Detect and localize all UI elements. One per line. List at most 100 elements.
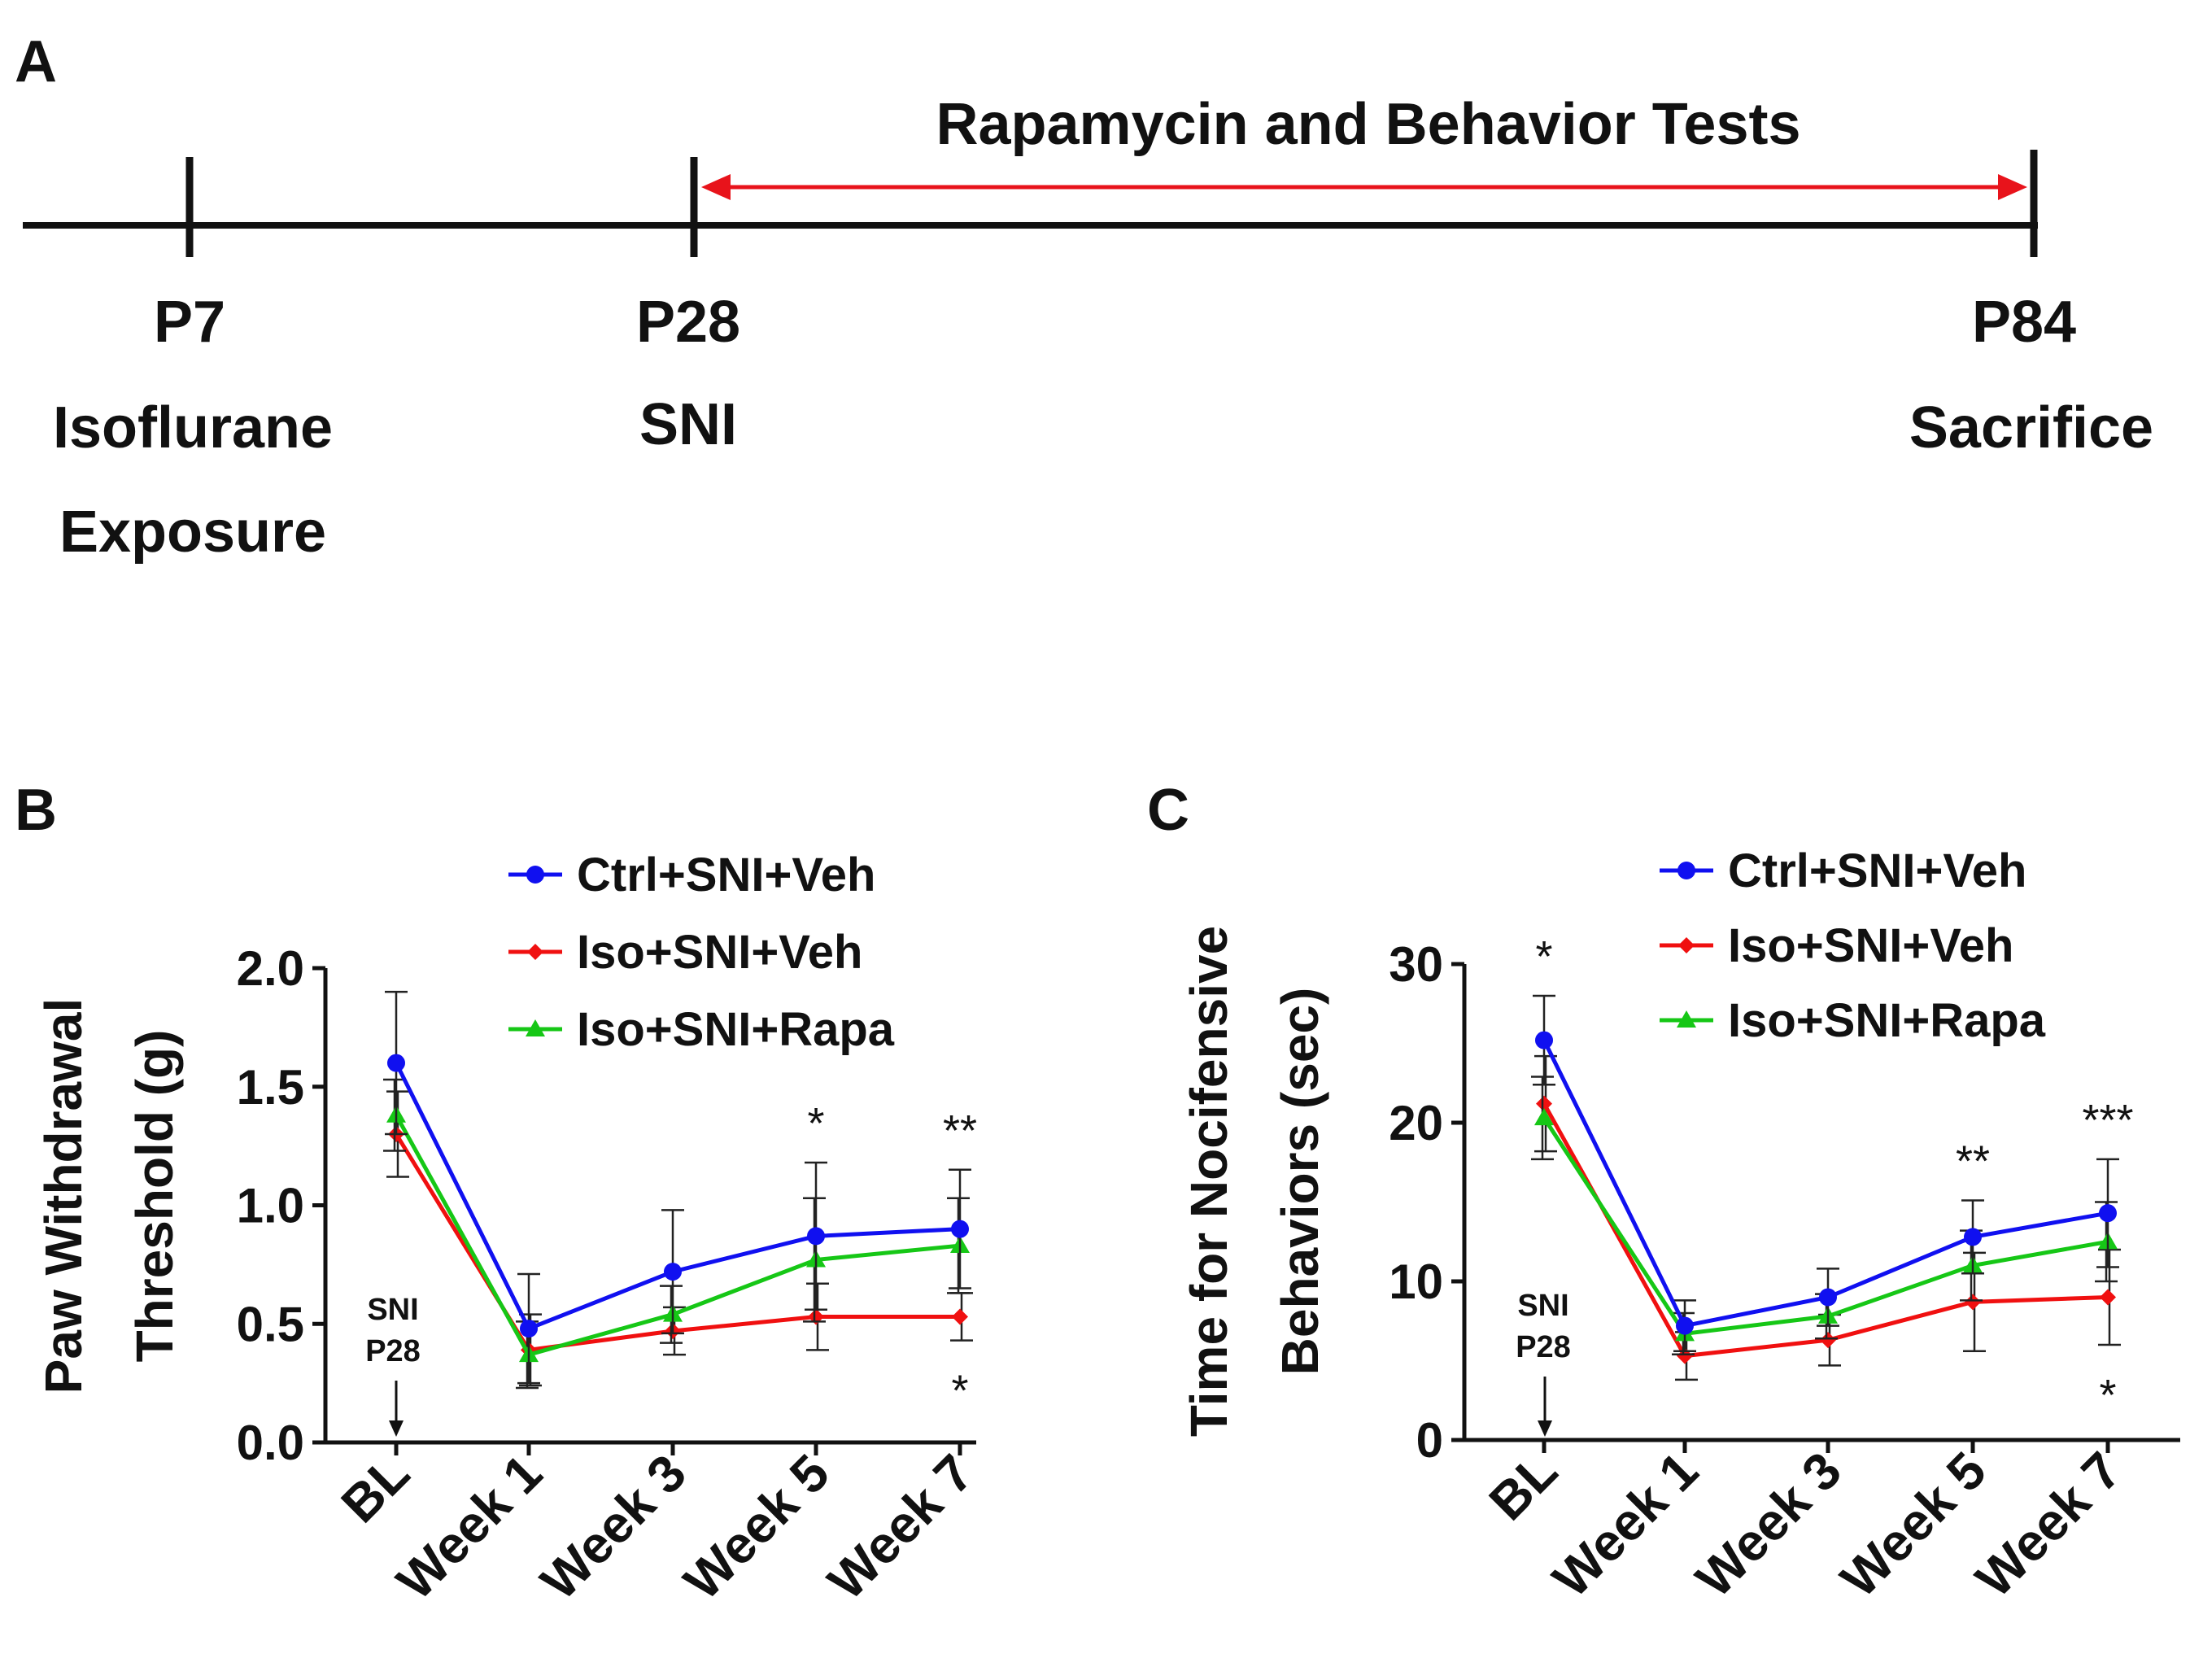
x-tick-label: Week 5 (673, 1443, 840, 1611)
data-point (1964, 1228, 1982, 1246)
legend-marker (1677, 862, 1695, 879)
data-point (1820, 1332, 1836, 1349)
annotation-arrow-head (1538, 1420, 1552, 1437)
significance-star-bottom: * (2099, 1371, 2116, 1420)
significance-star-top: * (1535, 932, 1552, 981)
y-tick-label: 0.5 (237, 1297, 304, 1351)
series-ctrl-sni-veh (385, 990, 971, 1385)
treatment-title: Rapamycin and Behavior Tests (936, 92, 1800, 157)
legend-item: Iso+SNI+Veh (1660, 919, 2013, 972)
series-iso-sni-veh (386, 1090, 973, 1387)
significance-star-top: ** (943, 1106, 977, 1155)
arrow-head-left (701, 174, 731, 200)
panel-c-chart: C Time for Nocifensive Behaviors (sec) 0… (1147, 778, 2180, 1608)
legend: Ctrl+SNI+Veh Iso+SNI+Veh Iso+SNI+Rapa (1660, 844, 2046, 1047)
x-tick-label: BL (1478, 1441, 1568, 1531)
significance-star-top: *** (2082, 1096, 2133, 1145)
y-tick-label: 0 (1416, 1413, 1443, 1468)
data-point (951, 1220, 969, 1238)
x-tick-label: Week 7 (817, 1443, 984, 1611)
panel-a: A Rapamycin and Behavior Tests P7 Isoflu… (15, 29, 2153, 565)
milestone-event: SNI (639, 392, 737, 457)
legend-item: Iso+SNI+Veh (508, 926, 862, 979)
data-point (1536, 1095, 1552, 1112)
data-point (520, 1320, 538, 1338)
sni-annotation: SNI P28 (1516, 1289, 1571, 1437)
panel-b-label: B (15, 778, 57, 843)
series-line (1542, 1039, 2109, 1329)
treatment-span-arrow (701, 174, 2027, 200)
series-iso-sni-veh (1534, 1054, 2121, 1381)
data-point (952, 1308, 968, 1325)
legend-item: Iso+SNI+Rapa (1660, 994, 2046, 1047)
milestone-day: P7 (154, 290, 225, 355)
milestone-day: P28 (636, 290, 740, 355)
legend-label: Iso+SNI+Rapa (1728, 994, 2046, 1047)
data-point (664, 1263, 682, 1281)
annotation-line: SNI (367, 1293, 418, 1327)
data-point (807, 1227, 825, 1246)
x-tick-label: Week 5 (1830, 1441, 1997, 1608)
x-tick-label: Week 1 (386, 1443, 553, 1611)
y-axis-title-line: Time for Nocifensive (1180, 926, 1238, 1437)
data-point (1965, 1294, 1981, 1311)
y-tick-label: 0.0 (237, 1416, 304, 1470)
series-line (394, 1062, 961, 1332)
legend-item: Ctrl+SNI+Veh (508, 849, 875, 901)
legend-marker (1677, 1010, 1696, 1028)
milestone-p7: P7 Isoflurane Exposure (53, 290, 333, 565)
milestone-p28: P28 SNI (636, 290, 740, 457)
legend-item: Iso+SNI+Rapa (508, 1003, 895, 1056)
legend-label: Iso+SNI+Veh (1728, 919, 2013, 972)
y-tick-label: 20 (1389, 1096, 1443, 1150)
significance-star-top: ** (1956, 1137, 1990, 1186)
milestone-event: Isoflurane (53, 395, 333, 460)
series-ctrl-sni-veh (1533, 994, 2119, 1353)
data-point (1534, 1108, 1554, 1126)
sni-annotation: SNI P28 (365, 1293, 421, 1437)
data-point (1535, 1031, 1553, 1049)
annotation-arrow-head (389, 1420, 404, 1437)
data-point (2100, 1289, 2116, 1306)
y-axis-title-line: Behaviors (sec) (1271, 988, 1329, 1376)
panel-a-label: A (15, 29, 57, 94)
data-point (2099, 1204, 2117, 1223)
milestone-day: P84 (1972, 290, 2076, 355)
data-point (1676, 1316, 1694, 1335)
arrow-head-right (1998, 174, 2027, 200)
y-tick-label: 30 (1389, 937, 1443, 992)
y-axis-title-line: Threshold (g) (125, 1030, 184, 1363)
x-tick-label: Week 7 (1965, 1441, 2132, 1608)
panel-c-label: C (1147, 778, 1189, 843)
y-tick-label: 1.5 (237, 1060, 304, 1115)
legend-marker (526, 1019, 545, 1036)
y-axis-title: Time for Nocifensive Behaviors (sec) (1180, 926, 1329, 1437)
legend-label: Ctrl+SNI+Veh (577, 849, 875, 901)
legend-marker (526, 866, 544, 884)
panel-b-chart: B Paw Withdrawal Threshold (g) 0.0 0.5 1.0… (15, 778, 984, 1611)
x-tick-label: Week 1 (1542, 1441, 1709, 1608)
y-tick-label: 2.0 (237, 941, 304, 996)
legend-item: Ctrl+SNI+Veh (1660, 844, 2026, 897)
y-tick-label: 10 (1389, 1255, 1443, 1309)
significance-star-top: * (807, 1099, 824, 1148)
x-tick-label: Week 3 (1685, 1441, 1852, 1608)
series-iso-sni-rapa (1531, 1076, 2118, 1355)
milestone-event: Sacrifice (1909, 395, 2153, 460)
y-axis-title: Paw Withdrawal Threshold (g) (34, 998, 184, 1394)
legend-marker (1678, 937, 1695, 953)
data-point (387, 1054, 405, 1072)
significance-star-bottom: * (951, 1367, 968, 1416)
data-point (1819, 1288, 1837, 1307)
legend-label: Iso+SNI+Rapa (577, 1003, 895, 1056)
y-tick-label: 1.0 (237, 1179, 304, 1233)
annotation-line: SNI (1517, 1289, 1568, 1323)
annotation-line: P28 (1516, 1330, 1571, 1364)
x-tick-label: BL (330, 1443, 421, 1534)
legend-label: Ctrl+SNI+Veh (1728, 844, 2026, 897)
legend-label: Iso+SNI+Veh (577, 926, 862, 979)
milestone-p84: P84 Sacrifice (1909, 290, 2153, 460)
x-tick-label: Week 3 (530, 1443, 697, 1611)
